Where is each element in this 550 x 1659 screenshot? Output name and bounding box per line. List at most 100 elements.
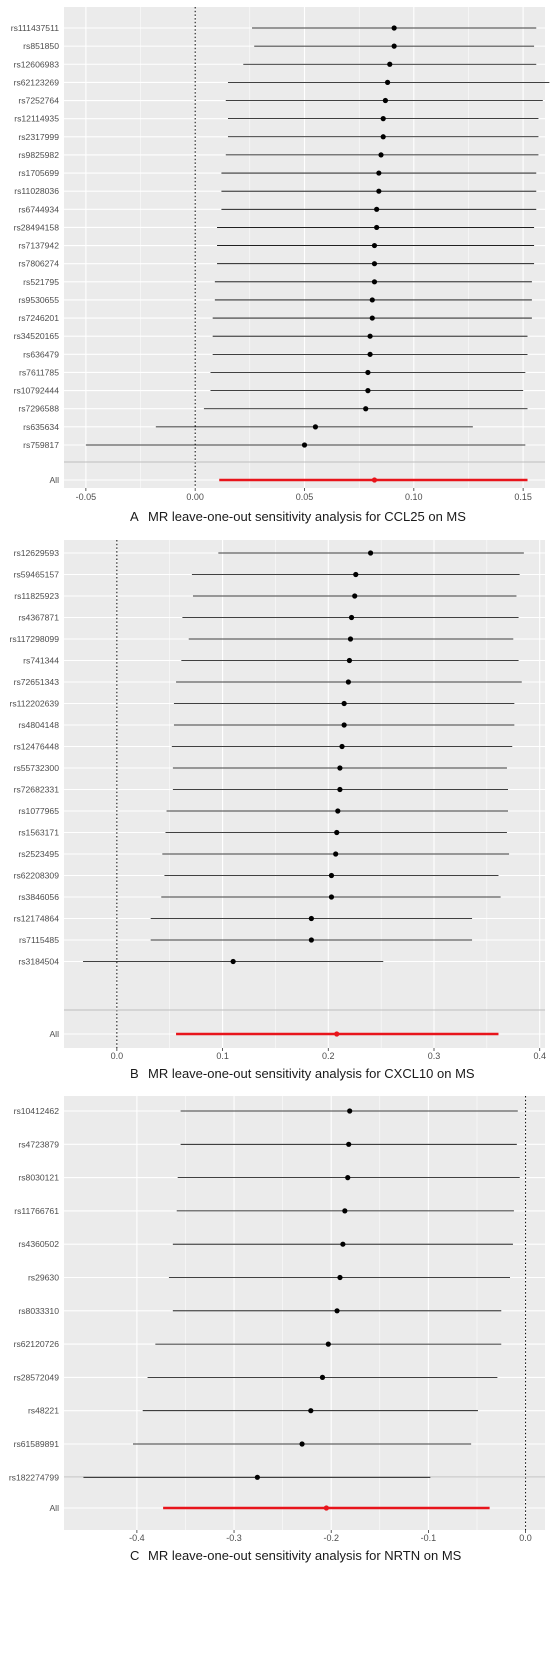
snp-label: rs28494158	[14, 222, 60, 232]
snp-label: rs111437511	[11, 23, 59, 33]
snp-label: rs8030121	[18, 1173, 59, 1183]
snp-label: rs62123269	[14, 77, 60, 87]
snp-estimate-point	[347, 636, 354, 642]
snp-label: rs72682331	[14, 785, 60, 795]
snp-label: rs7611785	[19, 367, 59, 377]
snp-label: rs10792444	[14, 386, 60, 396]
snp-row: rs10412462	[14, 1106, 518, 1116]
snp-label: rs72651343	[14, 677, 60, 687]
snp-estimate-point	[335, 808, 341, 814]
snp-estimate-point	[328, 872, 335, 879]
snp-row: rs10792444	[14, 386, 524, 396]
snp-row: rs182274799	[9, 1472, 431, 1482]
snp-row: rs62123269	[14, 77, 550, 87]
snp-estimate-point	[387, 61, 393, 67]
snp-row: rs12174864	[14, 914, 473, 924]
x-tick-label: 0.3	[428, 1051, 441, 1061]
snp-row: rs48221	[28, 1406, 478, 1416]
snp-estimate-point	[380, 116, 386, 122]
snp-estimate-point	[391, 43, 397, 49]
snp-row: rs72682331	[14, 785, 508, 795]
all-label: All	[49, 1029, 59, 1039]
snp-label: rs2523495	[18, 849, 59, 859]
snp-row: rs635634	[23, 422, 473, 432]
snp-row: rs11825923	[14, 591, 517, 601]
snp-estimate-point	[382, 97, 388, 104]
x-tick-label: 0.0	[519, 1533, 532, 1543]
snp-estimate-point	[345, 679, 351, 685]
snp-row: rs636479	[23, 349, 528, 359]
snp-label: rs4367871	[18, 613, 59, 623]
plot-panel-background	[64, 540, 545, 1048]
snp-row: rs741344	[23, 656, 519, 666]
panel-caption: MR leave-one-out sensitivity analysis fo…	[148, 1548, 462, 1563]
snp-row: rs117298099	[9, 634, 514, 644]
all-row: All	[49, 1503, 490, 1513]
snp-row: rs111437511	[11, 23, 537, 33]
snp-label: rs9825982	[18, 150, 59, 160]
snp-estimate-point	[312, 424, 319, 430]
x-tick-label: 0.15	[514, 492, 532, 502]
snp-label: rs4360502	[18, 1239, 59, 1249]
snp-estimate-point	[374, 206, 380, 212]
all-estimate-point	[371, 477, 378, 483]
snp-estimate-point	[299, 1441, 305, 1447]
snp-row: rs8033310	[18, 1306, 502, 1316]
snp-estimate-point	[376, 170, 382, 176]
snp-label: rs62208309	[14, 871, 60, 881]
x-tick-label: -0.2	[323, 1533, 339, 1543]
snp-estimate-point	[325, 1341, 331, 1347]
snp-label: rs7115485	[19, 935, 59, 945]
snp-estimate-point	[367, 550, 374, 556]
all-label: All	[49, 1503, 59, 1513]
snp-label: rs12174864	[14, 914, 60, 924]
panel-caption: MR leave-one-out sensitivity analysis fo…	[148, 1066, 475, 1081]
snp-label: rs6744934	[18, 204, 59, 214]
snp-label: rs7806274	[18, 259, 59, 269]
snp-estimate-point	[341, 722, 347, 728]
snp-row: rs759817	[23, 440, 526, 450]
snp-estimate-point	[339, 743, 345, 750]
snp-row: rs851850	[23, 41, 535, 51]
snp-estimate-point	[365, 388, 371, 394]
snp-row: rs9825982	[18, 150, 539, 160]
snp-row: rs8030121	[18, 1173, 520, 1183]
snp-row: rs62208309	[14, 871, 499, 881]
snp-row: rs12629593	[14, 548, 524, 558]
snp-estimate-point	[365, 369, 371, 376]
snp-label: rs61589891	[14, 1439, 60, 1449]
all-row: All	[49, 475, 528, 485]
all-estimate-point	[334, 1031, 340, 1037]
snp-row: rs28494158	[14, 222, 535, 232]
snp-estimate-point	[367, 351, 373, 357]
snp-row: rs7296588	[18, 404, 528, 414]
snp-estimate-point	[363, 406, 369, 412]
snp-row: rs7806274	[18, 259, 535, 269]
panel-c: rs10412462 rs4723879 rs8030121 rs11766761 rs…	[9, 1096, 545, 1563]
x-tick-label: 0.0	[111, 1051, 124, 1061]
snp-label: rs7296588	[18, 404, 59, 414]
snp-row: rs28572049	[14, 1372, 498, 1382]
snp-label: rs759817	[23, 440, 59, 450]
snp-estimate-point	[367, 333, 373, 339]
snp-row: rs112202639	[9, 699, 515, 709]
snp-label: rs182274799	[9, 1472, 59, 1482]
snp-row: rs61589891	[14, 1439, 472, 1449]
panel-letter: C	[130, 1548, 139, 1563]
snp-row: rs7252764	[18, 96, 543, 106]
snp-row: rs3846056	[18, 892, 501, 902]
snp-row: rs2317999	[18, 132, 539, 142]
snp-estimate-point	[371, 261, 378, 267]
x-tick-label: -0.05	[76, 492, 97, 502]
snp-label: rs521795	[23, 277, 59, 287]
snp-estimate-point	[378, 152, 384, 158]
snp-row: rs7115485	[19, 935, 473, 945]
snp-estimate-point	[319, 1374, 326, 1380]
snp-estimate-point	[308, 937, 314, 943]
snp-label: rs62120726	[14, 1339, 60, 1349]
snp-row: rs1077965	[18, 806, 508, 816]
panel-letter: B	[130, 1066, 139, 1081]
snp-label: rs48221	[28, 1406, 59, 1416]
snp-label: rs10412462	[14, 1106, 60, 1116]
